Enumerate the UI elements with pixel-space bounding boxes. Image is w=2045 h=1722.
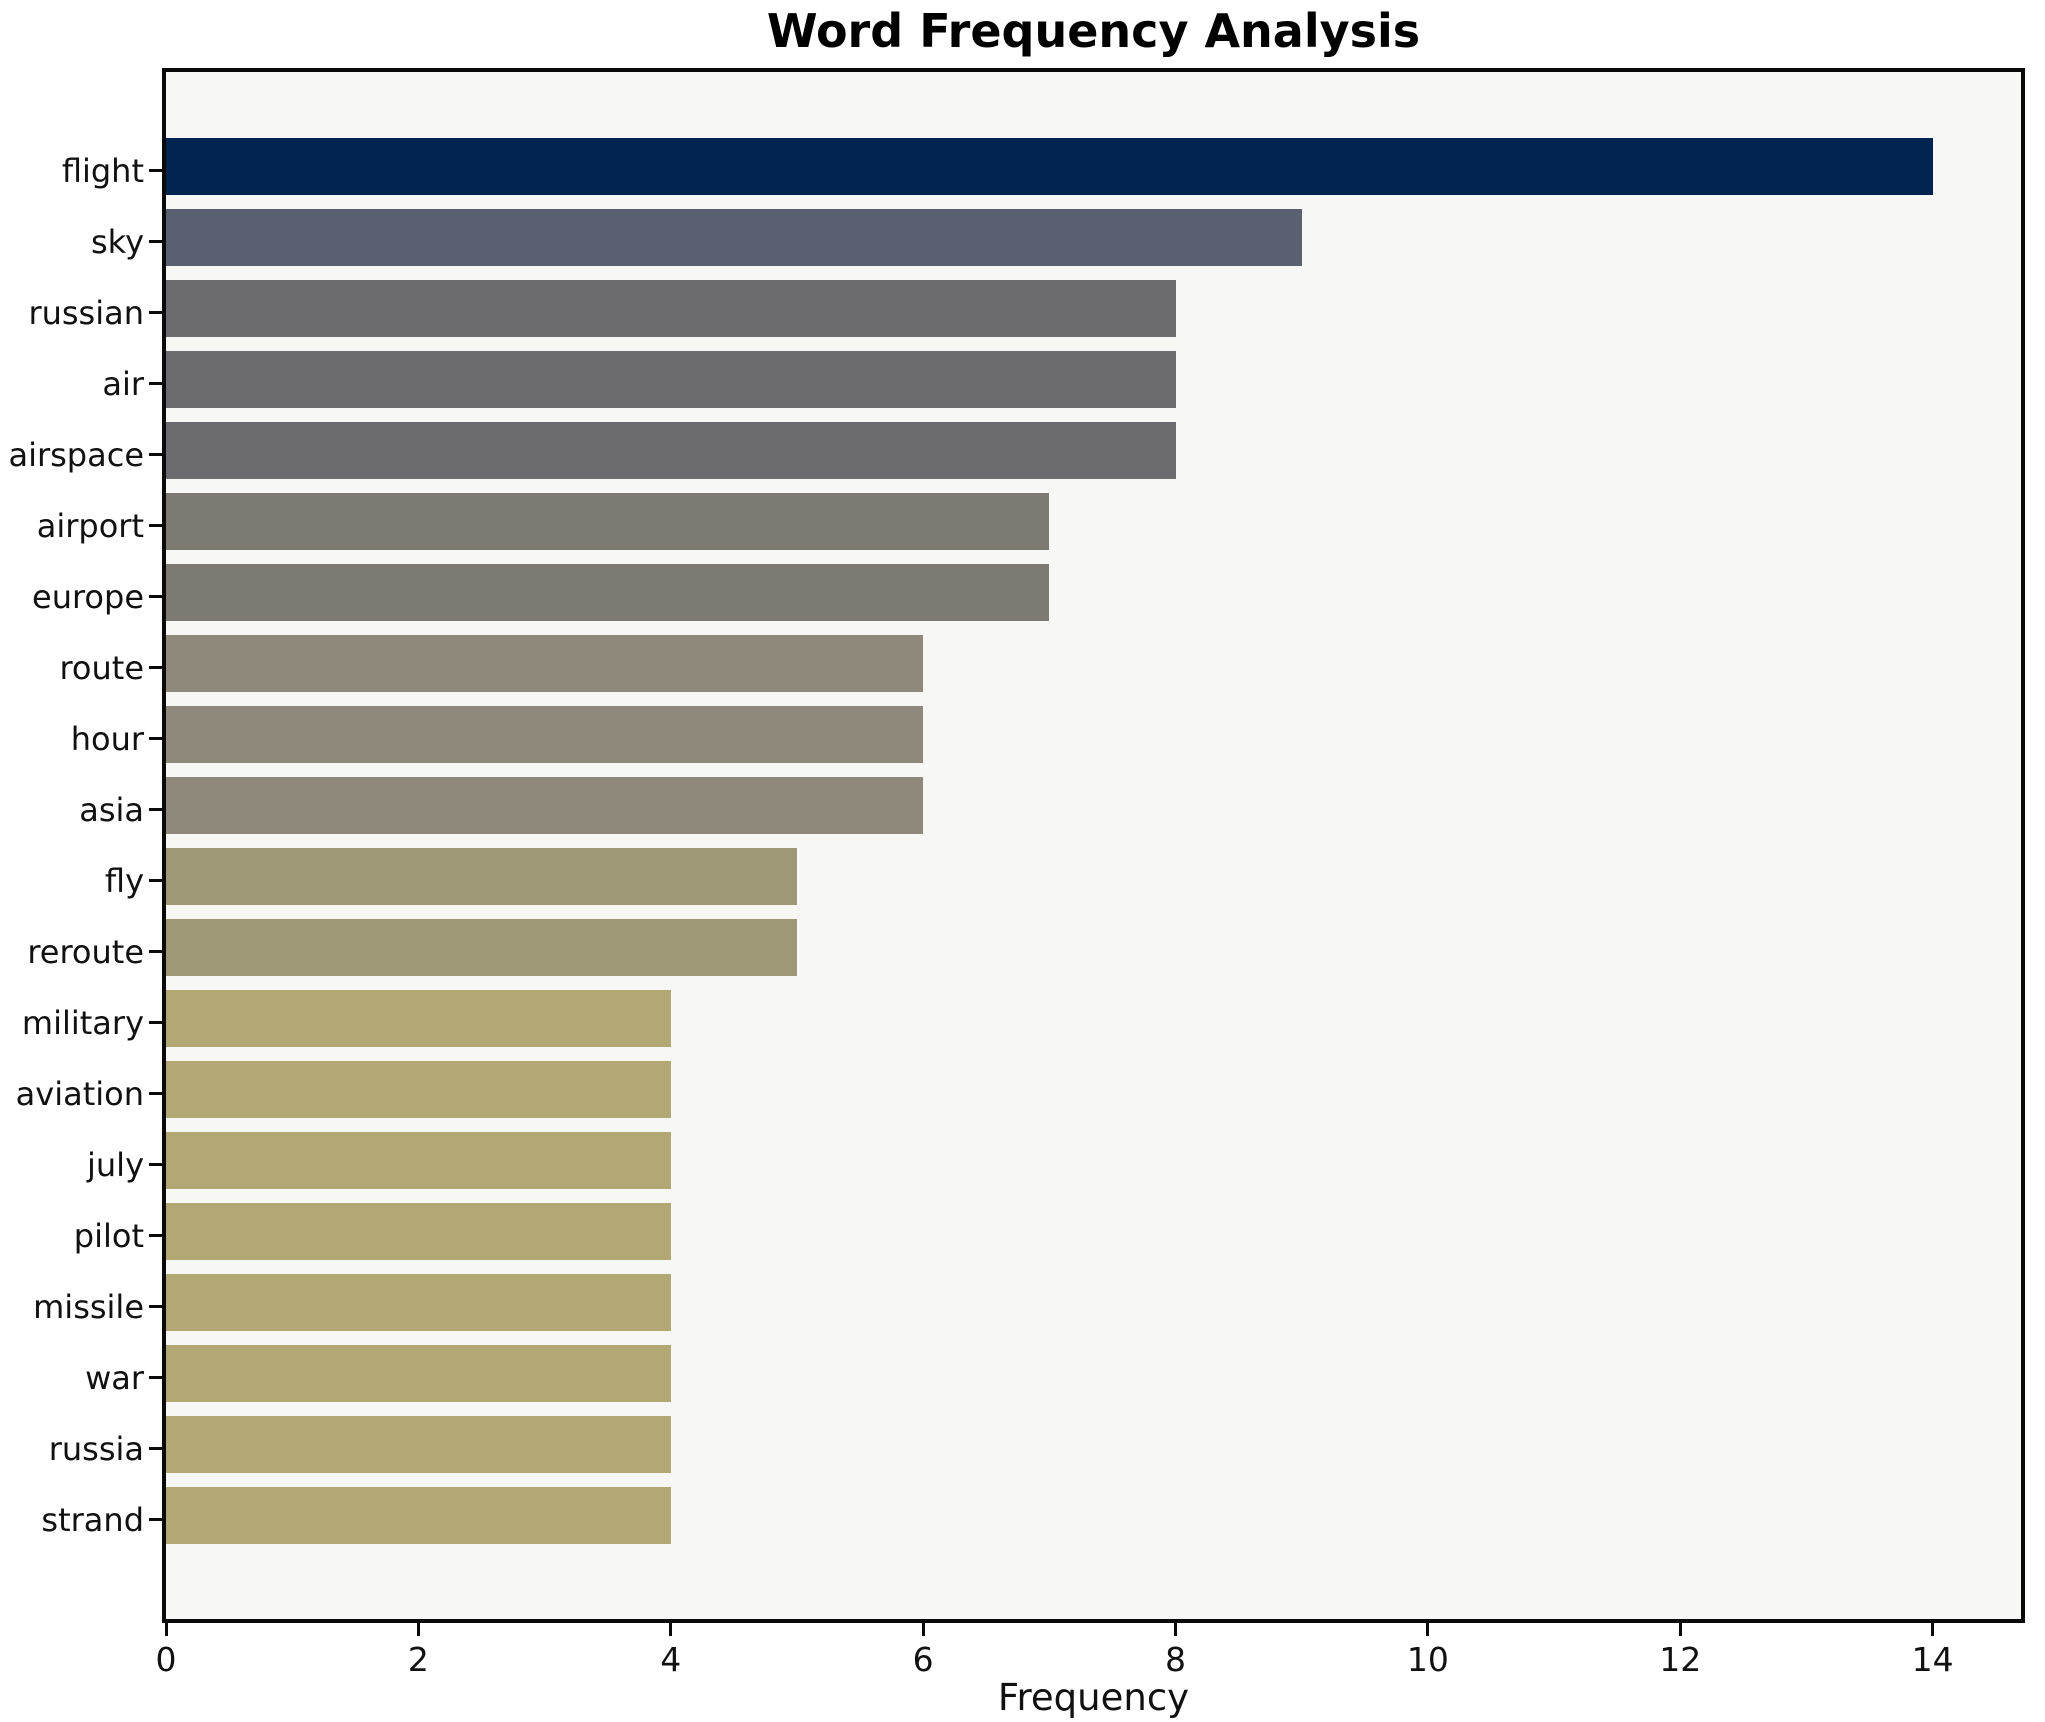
y-tick-label-airspace: airspace	[8, 435, 144, 474]
x-tick-mark	[1931, 1623, 1935, 1636]
bar-reroute	[166, 919, 797, 976]
bar-military	[166, 990, 671, 1047]
y-tick-label-war: war	[85, 1358, 144, 1397]
y-tick-label-route: route	[59, 648, 144, 687]
bar-aviation	[166, 1061, 671, 1118]
x-tick-mark	[669, 1623, 673, 1636]
y-tick-mark	[149, 1021, 162, 1024]
y-tick-mark	[149, 1234, 162, 1237]
bar-fly	[166, 848, 797, 905]
x-tick-mark	[921, 1623, 925, 1636]
x-tick-mark	[1426, 1623, 1430, 1636]
y-tick-label-july: july	[87, 1145, 144, 1184]
bar-asia	[166, 777, 923, 834]
y-tick-mark	[149, 1447, 162, 1450]
x-tick-label-2: 2	[407, 1640, 429, 1679]
y-tick-mark	[149, 879, 162, 882]
y-tick-label-russian: russian	[28, 293, 144, 332]
bar-europe	[166, 564, 1049, 621]
y-tick-label-aviation: aviation	[15, 1074, 144, 1113]
bar-air	[166, 351, 1176, 408]
x-tick-label-6: 6	[912, 1640, 934, 1679]
x-tick-label-0: 0	[155, 1640, 177, 1679]
y-tick-mark	[149, 1163, 162, 1166]
y-tick-mark	[149, 524, 162, 527]
y-tick-mark	[149, 1305, 162, 1308]
y-tick-mark	[149, 1092, 162, 1095]
x-tick-label-14: 14	[1911, 1640, 1954, 1679]
bar-sky	[166, 209, 1302, 266]
bar-route	[166, 635, 923, 692]
bar-hour	[166, 706, 923, 763]
x-tick-label-10: 10	[1406, 1640, 1449, 1679]
y-tick-mark	[149, 1518, 162, 1521]
y-tick-mark	[149, 1376, 162, 1379]
y-tick-mark	[149, 737, 162, 740]
x-tick-label-12: 12	[1659, 1640, 1702, 1679]
bar-strand	[166, 1487, 671, 1544]
x-tick-mark	[1678, 1623, 1682, 1636]
y-tick-label-pilot: pilot	[73, 1216, 144, 1255]
y-tick-mark	[149, 240, 162, 243]
y-tick-label-military: military	[21, 1003, 144, 1042]
y-tick-mark	[149, 595, 162, 598]
y-tick-label-fly: fly	[104, 861, 144, 900]
y-tick-label-europe: europe	[32, 577, 144, 616]
bar-war	[166, 1345, 671, 1402]
x-tick-mark	[1174, 1623, 1178, 1636]
y-tick-mark	[149, 311, 162, 314]
y-tick-label-strand: strand	[41, 1500, 144, 1539]
y-tick-mark	[149, 382, 162, 385]
y-tick-mark	[149, 950, 162, 953]
x-tick-label-4: 4	[660, 1640, 682, 1679]
x-tick-mark	[416, 1623, 420, 1636]
y-tick-mark	[149, 666, 162, 669]
x-tick-mark	[164, 1623, 168, 1636]
x-axis-label: Frequency	[997, 1676, 1190, 1719]
bar-flight	[166, 138, 1933, 195]
x-tick-label-8: 8	[1165, 1640, 1187, 1679]
bar-russian	[166, 280, 1176, 337]
y-tick-label-missile: missile	[33, 1287, 144, 1326]
y-tick-label-asia: asia	[79, 790, 144, 829]
y-tick-label-hour: hour	[70, 719, 144, 758]
y-tick-label-russia: russia	[48, 1429, 144, 1468]
y-tick-mark	[149, 808, 162, 811]
bar-airport	[166, 493, 1049, 550]
bar-july	[166, 1132, 671, 1189]
y-tick-label-flight: flight	[61, 151, 144, 190]
bar-airspace	[166, 422, 1176, 479]
y-tick-label-airport: airport	[36, 506, 144, 545]
bar-missile	[166, 1274, 671, 1331]
y-tick-label-air: air	[102, 364, 144, 403]
y-tick-mark	[149, 169, 162, 172]
y-tick-label-reroute: reroute	[27, 932, 144, 971]
y-tick-label-sky: sky	[91, 222, 144, 261]
plot-area	[162, 68, 2025, 1623]
y-tick-mark	[149, 453, 162, 456]
bar-russia	[166, 1416, 671, 1473]
bar-pilot	[166, 1203, 671, 1260]
chart-title: Word Frequency Analysis	[766, 4, 1421, 58]
